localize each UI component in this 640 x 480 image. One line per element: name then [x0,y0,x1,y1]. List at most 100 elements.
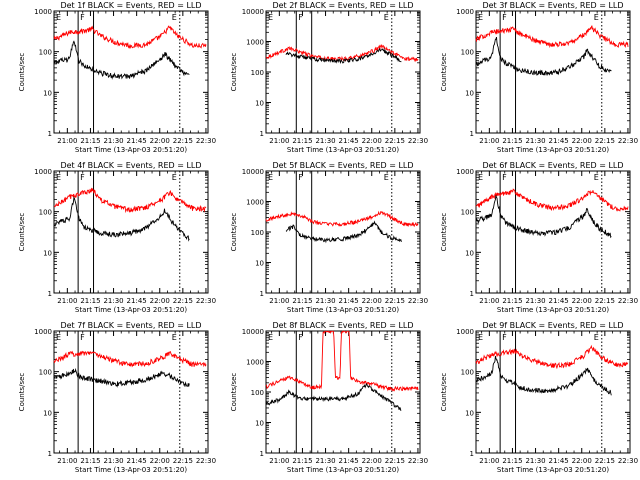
chart-title: Det 4f BLACK = Events, RED = LLD [60,161,201,170]
y-tick-label: 1 [260,130,264,138]
plot-frame [265,170,421,294]
plot-frame [53,170,209,294]
chart-title: Det 1f BLACK = Events, RED = LLD [60,1,201,10]
chart-panel-8: Det 8f BLACK = Events, RED = LLD 1 10 100 10… [230,321,428,474]
x-tick-label: 22:15 [595,457,615,465]
plot-frame [475,170,631,294]
x-axis-label: Start Time (13-Apr-03 20:51:20) [287,306,399,314]
y-tick-label: 100 [461,49,474,57]
x-tick-label: 21:30 [103,137,123,145]
plot-frame [475,10,631,134]
y-tick-label: 1000 [456,328,474,336]
x-axis-label: Start Time (13-Apr-03 20:51:20) [75,146,187,154]
y-tick-label: 10 [465,89,474,97]
y-tick-label: 10 [43,409,52,417]
x-axis-label: Start Time (13-Apr-03 20:51:20) [75,466,187,474]
marker-label: F [298,13,303,22]
marker-label: F [502,333,507,342]
series-lld-red [53,25,207,49]
x-tick-label: 22:30 [408,137,428,145]
marker-label: E [56,173,61,182]
x-axis-label: Start Time (13-Apr-03 20:51:20) [287,466,399,474]
x-tick-label: 22:30 [618,297,638,305]
x-tick-label: 21:00 [269,297,289,305]
series-lld-red [475,188,629,212]
y-axis-label: Counts/sec [230,373,238,412]
x-tick-label: 22:00 [362,457,382,465]
series-lld-red [265,44,419,63]
x-tick-label: 21:00 [57,457,77,465]
x-tick-label: 21:45 [549,297,569,305]
x-tick-label: 22:15 [595,137,615,145]
x-tick-label: 21:15 [502,457,522,465]
y-tick-label: 100 [461,369,474,377]
marker-label: F [80,333,85,342]
y-axis-label: Counts/sec [230,53,238,92]
series-events-black [475,36,612,76]
y-tick-label: 1000 [246,199,264,207]
x-tick-label: 21:45 [339,137,359,145]
y-tick-label: 100 [251,389,264,397]
y-tick-label: 10000 [242,8,264,16]
marker-label: E [384,173,389,182]
marker-label: F [298,173,303,182]
y-tick-label: 10000 [242,328,264,336]
x-tick-label: 22:00 [362,297,382,305]
x-tick-label: 22:00 [362,137,382,145]
x-tick-label: 21:45 [339,457,359,465]
x-tick-label: 21:15 [502,297,522,305]
x-tick-label: 21:15 [292,297,312,305]
marker-label: E [384,333,389,342]
y-tick-label: 10 [255,100,264,108]
x-tick-label: 21:15 [80,137,100,145]
series-events-black [285,47,402,65]
series-events-black [475,355,612,396]
chart-title: Det 2f BLACK = Events, RED = LLD [272,1,413,10]
marker-label: E [268,173,273,182]
x-tick-label: 22:15 [385,137,405,145]
y-tick-label: 1 [260,290,264,298]
chart-title: Det 6f BLACK = Events, RED = LLD [482,161,623,170]
chart-panel-3: Det 3f BLACK = Events, RED = LLD 1 10 100 10… [440,1,638,154]
x-tick-label: 21:45 [549,137,569,145]
x-tick-label: 22:30 [196,297,216,305]
x-tick-label: 21:30 [315,457,335,465]
chart-panel-6: Det 6f BLACK = Events, RED = LLD 1 10 100 10… [440,161,638,314]
y-tick-label: 10 [255,420,264,428]
series-lld-red [265,330,419,392]
marker-label: F [298,333,303,342]
y-tick-label: 1 [48,450,52,458]
x-tick-label: 22:15 [385,297,405,305]
marker-label: F [502,13,507,22]
x-axis-label: Start Time (13-Apr-03 20:51:20) [497,466,609,474]
series-events-black [475,195,612,239]
x-tick-label: 21:15 [80,297,100,305]
x-tick-label: 21:15 [80,457,100,465]
x-tick-label: 21:00 [57,297,77,305]
marker-label: E [172,13,177,22]
x-tick-label: 22:00 [150,457,170,465]
series-lld-red [475,344,629,370]
y-tick-label: 1 [48,290,52,298]
x-tick-label: 22:15 [385,457,405,465]
series-events-black [265,383,402,411]
plot-frame [53,10,209,134]
x-tick-label: 21:30 [525,457,545,465]
y-axis-label: Counts/sec [440,53,448,92]
series-events-black [53,367,190,388]
x-tick-label: 21:30 [315,297,335,305]
x-tick-label: 22:00 [572,457,592,465]
chart-title: Det 3f BLACK = Events, RED = LLD [482,1,623,10]
y-tick-label: 1000 [246,359,264,367]
x-axis-label: Start Time (13-Apr-03 20:51:20) [75,306,187,314]
x-tick-label: 21:30 [103,297,123,305]
chart-panel-2: Det 2f BLACK = Events, RED = LLD 1 10 100 10… [230,1,428,154]
marker-label: E [172,173,177,182]
x-tick-label: 21:15 [292,137,312,145]
y-tick-label: 100 [39,369,52,377]
series-lld-red [53,350,207,368]
x-tick-label: 21:00 [479,137,499,145]
marker-label: E [56,333,61,342]
y-tick-label: 1 [470,450,474,458]
